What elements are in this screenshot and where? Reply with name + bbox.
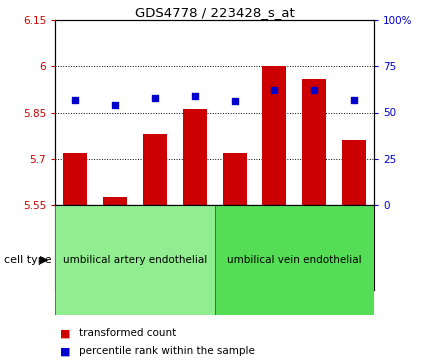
- Bar: [55, 205, 215, 315]
- Bar: [95, 205, 135, 290]
- Bar: [175, 205, 215, 290]
- Text: GSM1063407: GSM1063407: [310, 212, 319, 272]
- Bar: [215, 205, 255, 290]
- Bar: [63, 152, 87, 205]
- Bar: [342, 140, 366, 205]
- Text: GSM1063405: GSM1063405: [230, 212, 239, 272]
- Text: GSM1063408: GSM1063408: [350, 212, 359, 272]
- Bar: [135, 205, 175, 290]
- Text: percentile rank within the sample: percentile rank within the sample: [79, 346, 255, 356]
- Point: [231, 98, 238, 104]
- Text: ▶: ▶: [40, 255, 49, 265]
- Text: GSM1063397: GSM1063397: [110, 212, 119, 273]
- Text: GSM1063398: GSM1063398: [150, 212, 159, 273]
- Bar: [103, 197, 127, 205]
- Text: transformed count: transformed count: [79, 328, 176, 338]
- Point: [72, 97, 79, 102]
- Text: ■: ■: [60, 328, 70, 338]
- Point: [271, 87, 278, 93]
- Bar: [334, 205, 374, 290]
- Text: ■: ■: [60, 346, 70, 356]
- Text: cell type: cell type: [4, 255, 52, 265]
- Point: [191, 93, 198, 99]
- Bar: [215, 205, 374, 315]
- Point: [151, 95, 158, 101]
- Text: GSM1063406: GSM1063406: [270, 212, 279, 272]
- Text: GSM1063396: GSM1063396: [71, 212, 79, 273]
- Title: GDS4778 / 223428_s_at: GDS4778 / 223428_s_at: [135, 6, 295, 19]
- Point: [351, 97, 357, 102]
- Bar: [143, 134, 167, 205]
- Bar: [262, 66, 286, 205]
- Point: [112, 102, 119, 108]
- Text: GSM1063399: GSM1063399: [190, 212, 199, 273]
- Bar: [183, 109, 207, 205]
- Text: umbilical artery endothelial: umbilical artery endothelial: [63, 255, 207, 265]
- Bar: [294, 205, 334, 290]
- Bar: [255, 205, 294, 290]
- Text: umbilical vein endothelial: umbilical vein endothelial: [227, 255, 362, 265]
- Point: [311, 87, 317, 93]
- Bar: [223, 152, 246, 205]
- Bar: [302, 78, 326, 205]
- Bar: [55, 205, 95, 290]
